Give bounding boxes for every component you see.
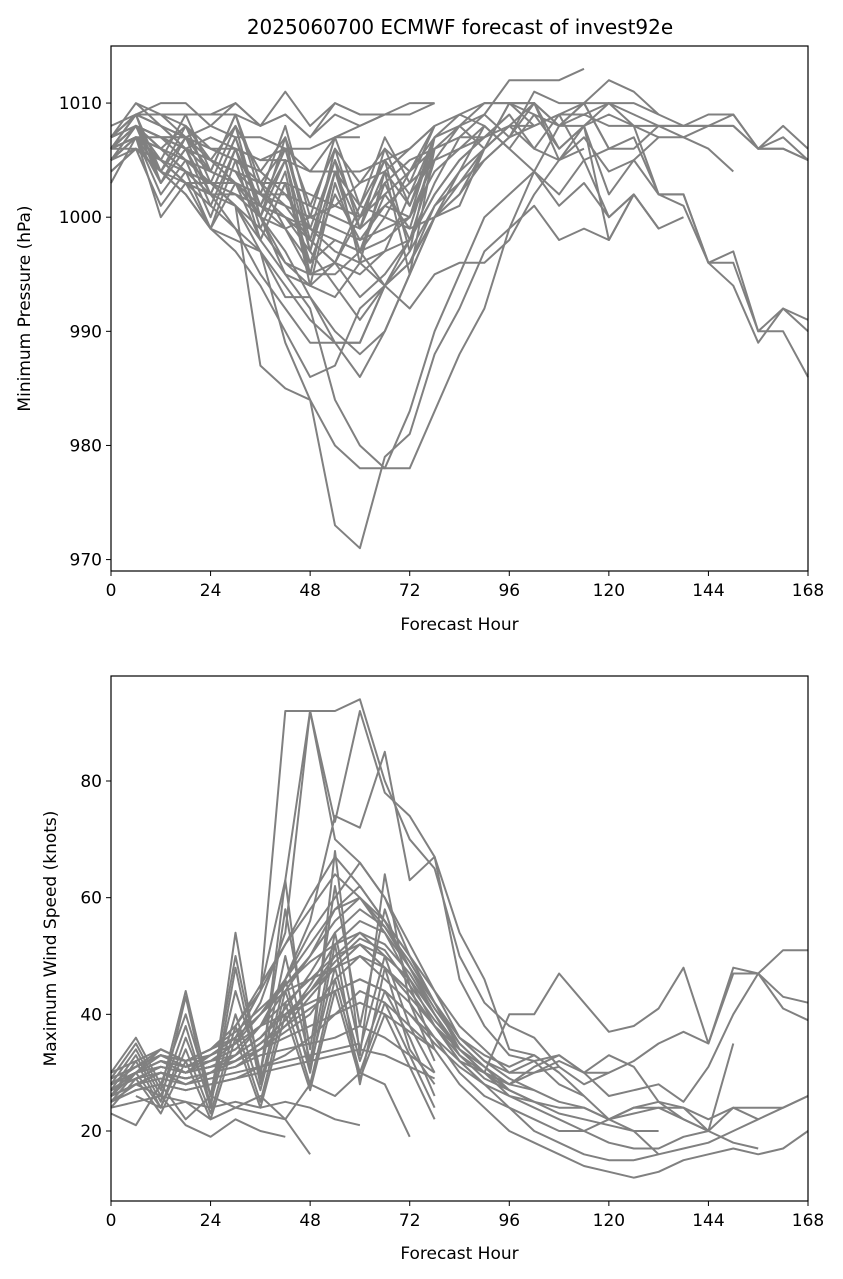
pressure-y-tick-label: 970	[70, 551, 102, 571]
wind-x-tick-label: 96	[498, 1211, 520, 1231]
pressure-series-line-32	[110, 113, 436, 219]
pressure-y-tick-label: 1010	[59, 94, 102, 114]
pressure-y-tick-label: 980	[70, 436, 102, 456]
pressure-y-tick-label: 990	[70, 322, 102, 342]
wind-series-line-28	[110, 1095, 361, 1127]
pressure-series-line-34	[110, 136, 436, 287]
pressure-x-ticks: 0 24 48 72 96 120 144 168	[106, 571, 824, 601]
pressure-x-tick-label: 144	[692, 581, 724, 601]
pressure-x-tick-label: 24	[200, 581, 222, 601]
wind-series	[110, 698, 809, 1179]
wind-y-tick-label: 60	[80, 889, 102, 909]
pressure-series-line-17	[110, 136, 610, 470]
pressure-x-axis-label: Forecast Hour	[400, 615, 518, 635]
pressure-series-line-16	[110, 136, 660, 550]
pressure-x-tick-label: 72	[399, 581, 421, 601]
wind-y-tick-label: 80	[80, 772, 102, 792]
wind-axes-frame	[110, 675, 809, 1202]
pressure-series-line-33	[110, 124, 436, 207]
wind-series-line-36	[110, 885, 436, 1097]
wind-x-tick-label: 72	[399, 1211, 421, 1231]
wind-x-tick-label: 48	[299, 1211, 321, 1231]
pressure-series-line-18	[110, 124, 585, 310]
pressure-y-ticks: 970 980 990 1000 1010	[59, 94, 111, 571]
wind-x-tick-label: 0	[106, 1211, 117, 1231]
pressure-series-line-38	[110, 113, 436, 253]
pressure-y-axis-label: Minimum Pressure (hPa)	[15, 205, 35, 411]
wind-series-line-37	[110, 978, 436, 1115]
wind-series-line-23	[110, 896, 436, 1080]
pressure-series	[110, 67, 809, 550]
wind-x-ticks: 0 24 48 72 96 120 144 168	[106, 1201, 824, 1231]
wind-x-tick-label: 120	[593, 1211, 625, 1231]
wind-y-axis-label: Maximum Wind Speed (knots)	[41, 811, 61, 1067]
wind-x-tick-label: 168	[792, 1211, 824, 1231]
wind-x-tick-label: 24	[200, 1211, 222, 1231]
wind-x-axis-label: Forecast Hour	[400, 1244, 518, 1264]
figure-title: 2025060700 ECMWF forecast of invest92e	[247, 15, 673, 39]
wind-y-tick-label: 20	[80, 1122, 102, 1142]
wind-series-line-29	[110, 1083, 286, 1138]
pressure-axes-frame	[110, 45, 809, 572]
wind-series-line-7	[110, 931, 759, 1150]
pressure-x-tick-label: 48	[299, 581, 321, 601]
pressure-panel: 0 24 48 72 96 120 144 168 970 980 990 1000 1010 For…	[15, 45, 824, 635]
pressure-x-tick-label: 96	[498, 581, 520, 601]
pressure-y-tick-label: 1000	[59, 208, 102, 228]
wind-y-tick-label: 40	[80, 1005, 102, 1025]
wind-x-tick-label: 144	[692, 1211, 724, 1231]
pressure-x-tick-label: 0	[106, 581, 117, 601]
wind-series-line-38	[110, 990, 436, 1121]
wind-y-ticks: 20 40 60 80	[80, 772, 111, 1142]
wind-series-line-35	[110, 850, 436, 1109]
pressure-series-line-31	[110, 113, 436, 253]
pressure-series-line-35	[110, 147, 436, 264]
wind-panel: 0 24 48 72 96 120 144 168 20 40 60 80 Forecast Hou…	[41, 675, 824, 1264]
pressure-x-tick-label: 168	[792, 581, 824, 601]
pressure-series-line-5	[111, 102, 809, 378]
pressure-x-tick-label: 120	[593, 581, 625, 601]
pressure-series-line-13	[110, 113, 684, 344]
